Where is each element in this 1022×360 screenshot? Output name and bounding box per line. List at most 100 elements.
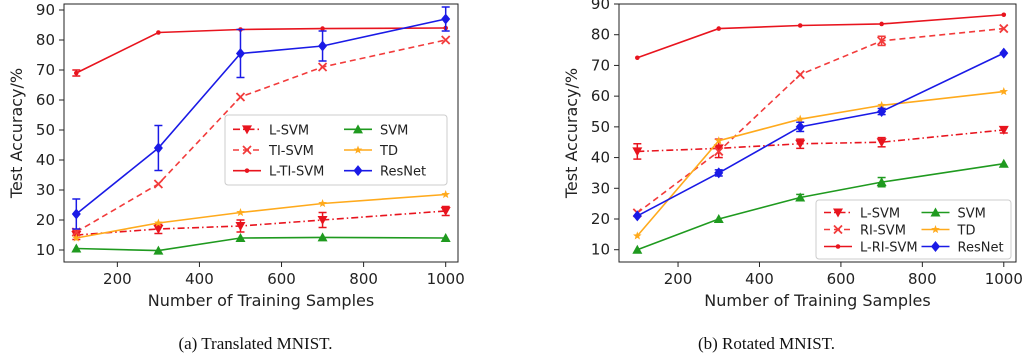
series-line <box>637 129 1004 153</box>
data-point <box>156 30 161 35</box>
x-tick-label: 1000 <box>985 270 1022 288</box>
legend: L-SVM RI-SVM L-RI-SVM SVM TD ResNet <box>815 199 1012 260</box>
data-point <box>877 106 887 117</box>
legend-marker <box>244 168 250 173</box>
series-line <box>636 27 1004 214</box>
legend-label: L-TI-SVM <box>269 165 324 180</box>
y-tick-label: 10 <box>36 241 55 259</box>
data-point <box>795 139 806 149</box>
legend-box <box>224 114 448 186</box>
series-td <box>72 190 450 242</box>
data-point <box>235 222 246 231</box>
data-point <box>716 26 722 31</box>
legend-item: L-TI-SVM <box>233 165 324 180</box>
data-point <box>795 70 805 80</box>
series-l-ri-svm <box>635 12 1007 61</box>
x-axis-label: Number of Training Samples <box>704 291 930 310</box>
chart-rotated-mnist: 200 400 600 800 1000 10 20 30 40 50 60 70 80 90 Number… <box>562 0 1022 310</box>
x-tick-label: 800 <box>349 270 378 288</box>
x-tick-label: 600 <box>827 270 856 288</box>
legend-marker <box>931 241 940 252</box>
data-point <box>154 218 163 227</box>
data-point <box>153 179 164 189</box>
legend-item: L-SVM <box>233 123 309 138</box>
data-point <box>632 147 643 157</box>
y-tick-label: 20 <box>591 210 610 228</box>
data-point <box>440 207 451 216</box>
series-line <box>76 210 446 236</box>
chart-translated-mnist: 200 400 600 800 1000 10 20 30 40 50 60 70 80 90 Number… <box>7 1 465 310</box>
data-point <box>632 244 643 254</box>
y-tick-label: 40 <box>36 151 55 169</box>
data-point <box>318 40 328 52</box>
data-point <box>795 114 805 123</box>
legend-marker <box>242 125 252 135</box>
series-line <box>636 52 1005 217</box>
plot-frame <box>618 3 1017 263</box>
x-tick-label: 400 <box>745 270 774 288</box>
data-point <box>72 233 81 242</box>
data-point <box>71 243 82 253</box>
legend-marker <box>242 145 252 155</box>
legend-label: L-SVM <box>860 207 900 222</box>
data-point <box>998 158 1009 168</box>
y-tick-label: 80 <box>591 26 610 44</box>
y-tick-label: 40 <box>591 149 610 167</box>
data-point <box>797 23 803 28</box>
y-tick-label: 30 <box>36 181 55 199</box>
legend-marker <box>833 208 843 218</box>
legend-label: RI-SVM <box>860 224 906 239</box>
series-l-svm <box>632 125 1009 160</box>
y-tick-label: 20 <box>36 211 55 229</box>
data-point <box>153 245 164 255</box>
data-point <box>235 48 245 59</box>
y-tick-label: 70 <box>591 56 610 74</box>
legend-item: TD <box>344 144 398 159</box>
legend-label: TD <box>957 224 976 239</box>
plot-frame <box>63 3 459 263</box>
legend-item: ResNet <box>921 241 1004 256</box>
caption-translated-mnist: (a) Translated MNIST. <box>178 334 333 353</box>
legend-marker <box>833 224 843 235</box>
data-point <box>317 216 328 225</box>
data-point <box>235 233 246 242</box>
data-point <box>74 70 79 76</box>
series-line <box>637 13 1004 59</box>
data-point <box>876 138 887 148</box>
y-tick-label: 50 <box>591 118 610 136</box>
data-point <box>633 231 642 240</box>
data-point <box>714 136 724 145</box>
data-point <box>320 26 325 31</box>
data-point <box>440 233 451 242</box>
y-tick-label: 70 <box>36 61 55 79</box>
data-point <box>1001 12 1007 18</box>
x-tick-label: 600 <box>267 270 296 288</box>
panel-translated-mnist: 200 400 600 800 1000 10 20 30 40 50 60 70 80 90 Number… <box>7 1 465 353</box>
y-tick-label: 90 <box>36 1 55 19</box>
panel-rotated-mnist: 200 400 600 800 1000 10 20 30 40 50 60 70 80 90 Number… <box>511 0 1022 360</box>
legend: L-SVM TI-SVM L-TI-SVM SVM TD ResNet <box>224 114 448 186</box>
data-point <box>714 146 724 157</box>
legend-item: RI-SVM <box>824 224 906 239</box>
data-point <box>879 21 884 27</box>
series-line <box>76 193 446 239</box>
x-tick-label: 400 <box>185 270 214 288</box>
caption-rotated-mnist: (b) Rotated MNIST. <box>697 334 836 353</box>
x-tick-label: 200 <box>664 270 693 288</box>
series-l-svm <box>71 205 451 241</box>
legend-marker <box>353 124 363 134</box>
data-point <box>153 142 163 154</box>
y-tick-label: 60 <box>36 91 55 109</box>
data-point <box>876 177 887 187</box>
legend-item: TD <box>921 224 976 239</box>
legend-item: L-RI-SVM <box>824 241 918 256</box>
y-tick-label: 90 <box>591 0 610 13</box>
y-tick-label: 10 <box>591 241 610 259</box>
data-point <box>876 36 887 46</box>
data-point <box>441 190 450 199</box>
data-point <box>441 35 451 45</box>
series-svm <box>632 158 1009 254</box>
data-point <box>318 199 327 208</box>
y-axis-label: Test Accuracy/% <box>7 68 26 199</box>
